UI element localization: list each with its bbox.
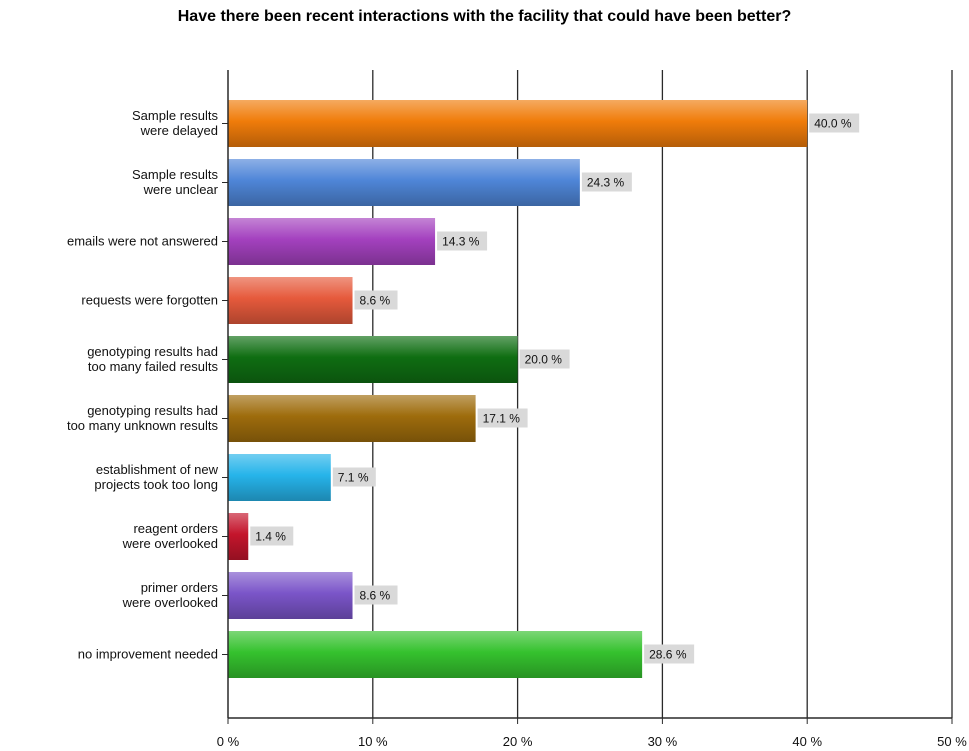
x-tick-label: 40 % — [792, 734, 822, 749]
category-label: emails were not answered — [67, 234, 218, 249]
category-label: Sample results were unclear — [132, 167, 219, 197]
axes — [222, 70, 953, 724]
data-label: 8.6 % — [360, 294, 391, 308]
data-label-box — [581, 172, 632, 192]
data-label-box — [354, 585, 398, 605]
data-label-box — [354, 290, 398, 310]
data-label: 7.1 % — [338, 471, 369, 485]
data-label: 1.4 % — [255, 530, 286, 544]
x-tick-label: 0 % — [217, 734, 240, 749]
data-label: 14.3 % — [442, 235, 480, 249]
bar — [228, 277, 353, 324]
bar — [228, 454, 331, 501]
x-tick-label: 10 % — [358, 734, 388, 749]
data-label: 28.6 % — [649, 648, 687, 662]
bar — [228, 336, 518, 383]
category-label: reagent orders were overlooked — [122, 521, 219, 551]
data-label-box — [437, 231, 488, 251]
data-label-box — [519, 349, 570, 369]
bar — [228, 100, 808, 147]
bar — [228, 159, 580, 206]
bar — [228, 218, 436, 265]
category-label: primer orders were overlooked — [122, 580, 219, 610]
bar — [228, 572, 353, 619]
category-label: requests were forgotten — [81, 293, 218, 308]
data-label: 8.6 % — [360, 589, 391, 603]
data-label: 17.1 % — [483, 412, 521, 426]
bar — [228, 631, 643, 678]
data-label-box — [809, 113, 860, 133]
bars — [228, 100, 808, 678]
bar — [228, 395, 476, 442]
category-label: no improvement needed — [78, 647, 218, 662]
category-label: genotyping results had too many unknown r… — [67, 403, 219, 433]
category-label: Sample results were delayed — [132, 108, 218, 138]
data-label-box — [644, 644, 695, 664]
x-tick-label: 30 % — [648, 734, 678, 749]
bar — [228, 513, 249, 560]
grid-lines — [372, 70, 953, 718]
labels: 0 % 10 % 20 % 30 % 40 % 50 % Sample results wer… — [67, 108, 967, 749]
data-label: 20.0 % — [525, 353, 563, 367]
x-tick-label: 20 % — [503, 734, 533, 749]
data-label: 24.3 % — [587, 176, 625, 190]
data-label: 40.0 % — [814, 117, 852, 131]
data-label-box — [332, 467, 376, 487]
category-label: genotyping results had too many failed re… — [87, 344, 218, 374]
x-tick-label: 50 % — [937, 734, 967, 749]
chart-title: Have there been recent interactions with… — [177, 8, 792, 25]
data-label-box — [477, 408, 528, 428]
category-label: establishment of new projects took too lo… — [94, 462, 218, 492]
data-label-box — [250, 526, 294, 546]
